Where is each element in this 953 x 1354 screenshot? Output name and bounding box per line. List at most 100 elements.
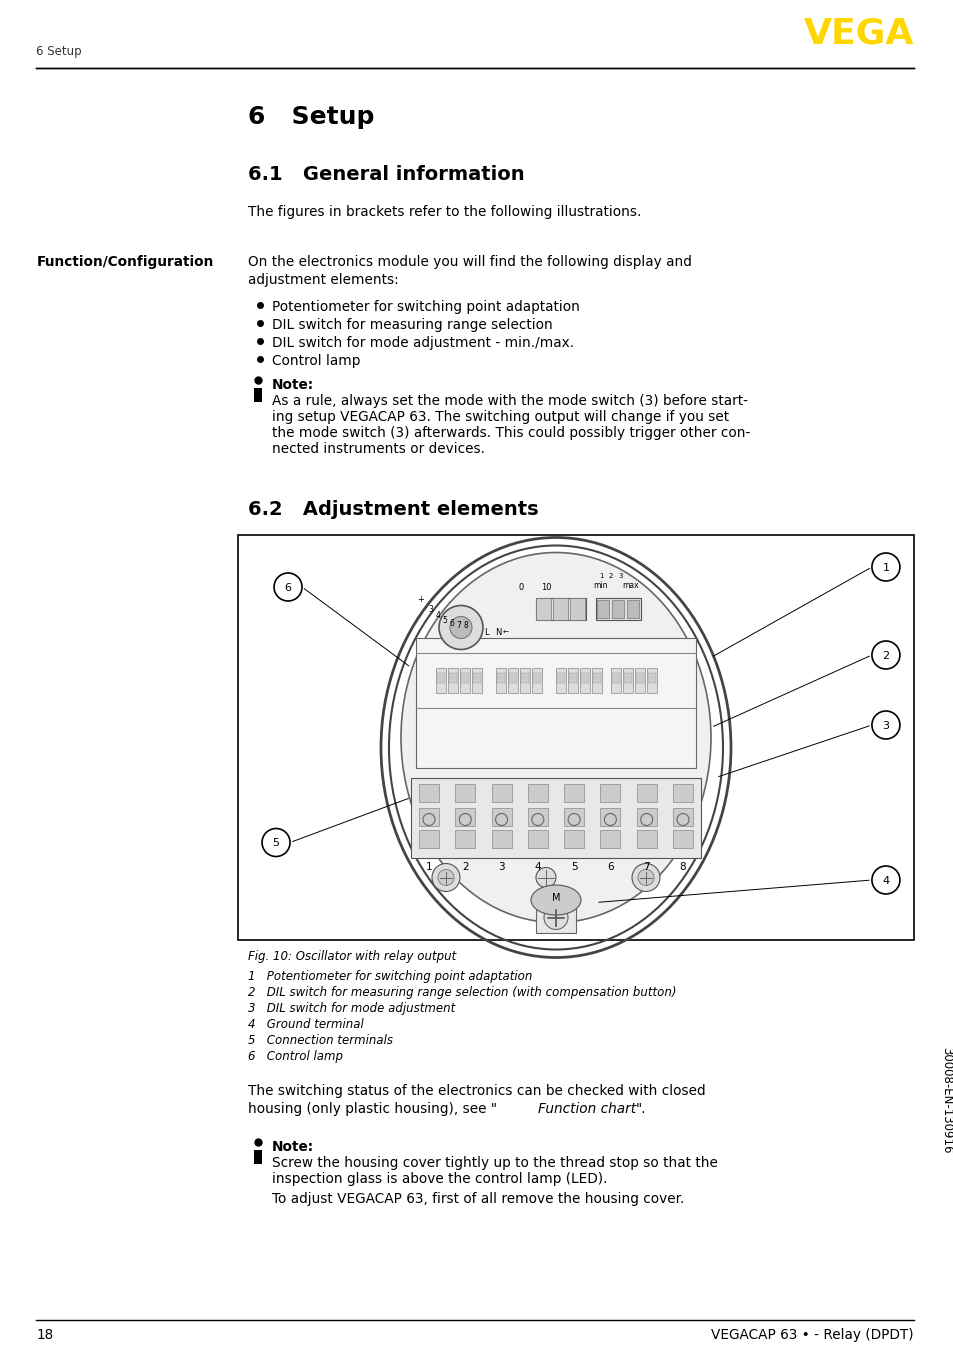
Text: 10: 10	[540, 584, 551, 592]
Bar	[536, 597, 551, 620]
Bar	[568, 673, 577, 682]
Bar	[580, 673, 588, 682]
Bar	[636, 673, 643, 682]
Text: 3: 3	[618, 573, 622, 578]
Text: Control lamp: Control lamp	[272, 353, 360, 368]
Bar	[567, 668, 578, 692]
Bar	[557, 673, 564, 682]
Bar	[418, 784, 438, 802]
Text: 3: 3	[882, 720, 888, 731]
Text: ing setup VEGACAP 63. The switching output will change if you set: ing setup VEGACAP 63. The switching outp…	[272, 410, 728, 424]
Text: N: N	[495, 628, 500, 636]
Text: Screw the housing cover tightly up to the thread stop so that the: Screw the housing cover tightly up to th…	[272, 1156, 718, 1170]
Circle shape	[543, 906, 567, 929]
Text: 6.1   General information: 6.1 General information	[248, 165, 524, 184]
Bar	[563, 807, 583, 826]
Bar	[610, 668, 620, 692]
Bar	[563, 830, 583, 848]
Bar	[473, 673, 480, 682]
Text: 1: 1	[598, 573, 602, 578]
Bar	[460, 673, 469, 682]
Bar	[579, 668, 589, 692]
Bar	[599, 830, 619, 848]
Text: the mode switch (3) afterwards. This could possibly trigger other con-: the mode switch (3) afterwards. This cou…	[272, 427, 750, 440]
Text: 30008-EN-130916: 30008-EN-130916	[939, 1047, 952, 1154]
Bar	[635, 668, 644, 692]
Circle shape	[536, 868, 556, 887]
Text: ".: ".	[636, 1102, 646, 1116]
Bar	[509, 673, 517, 682]
Text: inspection glass is above the control lamp (LED).: inspection glass is above the control la…	[272, 1173, 607, 1186]
Bar	[527, 830, 547, 848]
Bar	[592, 668, 601, 692]
Bar	[455, 784, 475, 802]
Text: Note:: Note:	[272, 378, 314, 393]
Bar	[436, 673, 444, 682]
Text: 5: 5	[570, 862, 577, 872]
Text: 6   Control lamp: 6 Control lamp	[248, 1049, 343, 1063]
Text: M: M	[551, 894, 559, 903]
Bar	[636, 784, 656, 802]
Bar	[496, 668, 505, 692]
Text: 6   Setup: 6 Setup	[248, 106, 374, 129]
Text: 6: 6	[284, 584, 292, 593]
Text: nected instruments or devices.: nected instruments or devices.	[272, 441, 484, 456]
Text: 3: 3	[428, 605, 433, 613]
Bar	[593, 673, 600, 682]
Text: The figures in brackets refer to the following illustrations.: The figures in brackets refer to the fol…	[248, 204, 640, 219]
Bar	[596, 597, 640, 620]
Text: VEGACAP 63 • - Relay (DPDT): VEGACAP 63 • - Relay (DPDT)	[711, 1328, 913, 1342]
Bar	[520, 673, 528, 682]
Bar	[491, 784, 511, 802]
Text: 5: 5	[273, 838, 279, 849]
Bar	[611, 600, 623, 617]
Text: 1: 1	[425, 862, 432, 872]
Bar	[418, 830, 438, 848]
Text: VEGA: VEGA	[802, 16, 913, 50]
Bar	[449, 673, 456, 682]
Bar	[527, 784, 547, 802]
Text: Note:: Note:	[272, 1140, 314, 1154]
Text: max: max	[622, 581, 639, 590]
Text: 4   Ground terminal: 4 Ground terminal	[248, 1018, 363, 1030]
Text: 7: 7	[456, 621, 461, 630]
Text: 4: 4	[882, 876, 888, 886]
Text: 8: 8	[463, 621, 468, 630]
Bar	[622, 668, 633, 692]
Bar	[519, 668, 530, 692]
Ellipse shape	[400, 552, 710, 922]
Bar	[626, 600, 639, 617]
Bar	[507, 668, 517, 692]
Bar	[448, 668, 457, 692]
Text: 6.2   Adjustment elements: 6.2 Adjustment elements	[248, 500, 538, 519]
Bar	[455, 830, 475, 848]
Bar	[527, 807, 547, 826]
Bar	[416, 638, 696, 768]
Text: 6: 6	[449, 619, 454, 628]
Text: +: +	[417, 594, 424, 604]
Bar	[491, 807, 511, 826]
Text: 2: 2	[608, 573, 613, 578]
Bar	[672, 784, 692, 802]
Text: 1: 1	[882, 563, 888, 573]
Text: 18: 18	[36, 1328, 53, 1342]
Bar	[597, 600, 608, 617]
Bar	[436, 668, 445, 692]
Bar	[647, 673, 656, 682]
Text: 6: 6	[606, 862, 613, 872]
Text: 1   Potentiometer for switching point adaptation: 1 Potentiometer for switching point adap…	[248, 969, 532, 983]
Circle shape	[450, 616, 472, 639]
Text: On the electronics module you will find the following display and: On the electronics module you will find …	[248, 255, 691, 269]
Bar	[253, 1150, 262, 1164]
Bar	[646, 668, 657, 692]
Bar	[472, 668, 481, 692]
Bar	[455, 807, 475, 826]
Bar	[459, 668, 470, 692]
Text: DIL switch for measuring range selection: DIL switch for measuring range selection	[272, 318, 552, 332]
Text: The switching status of the electronics can be checked with closed: The switching status of the electronics …	[248, 1085, 705, 1098]
Bar	[611, 673, 619, 682]
Bar	[253, 389, 262, 402]
Text: adjustment elements:: adjustment elements:	[248, 274, 398, 287]
Text: 2: 2	[882, 651, 888, 661]
Text: DIL switch for mode adjustment - min./max.: DIL switch for mode adjustment - min./ma…	[272, 336, 574, 349]
